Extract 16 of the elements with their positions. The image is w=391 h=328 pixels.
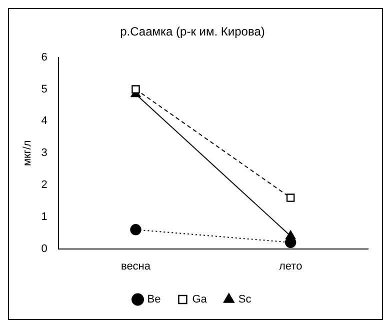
y-tick-label: 1 <box>41 210 48 223</box>
y-tick-label: 4 <box>41 115 48 128</box>
legend-label: Sc <box>238 294 252 306</box>
y-axis-title: мкг/л <box>22 140 34 166</box>
point <box>286 194 295 202</box>
y-tick-label: 5 <box>41 83 48 96</box>
y-tick-label: 3 <box>41 147 48 160</box>
y-tick-label: 6 <box>41 51 48 64</box>
y-tick-label: 2 <box>41 179 48 192</box>
legend-label: Be <box>147 294 161 306</box>
legend-label: Ga <box>192 294 208 306</box>
x-tick-label: лето <box>278 260 302 272</box>
y-tick-label: 0 <box>41 242 48 255</box>
chart-title: р.Саамка (р-к им. Кирова) <box>120 24 265 39</box>
point <box>130 224 142 236</box>
x-tick-label: весна <box>120 260 152 272</box>
